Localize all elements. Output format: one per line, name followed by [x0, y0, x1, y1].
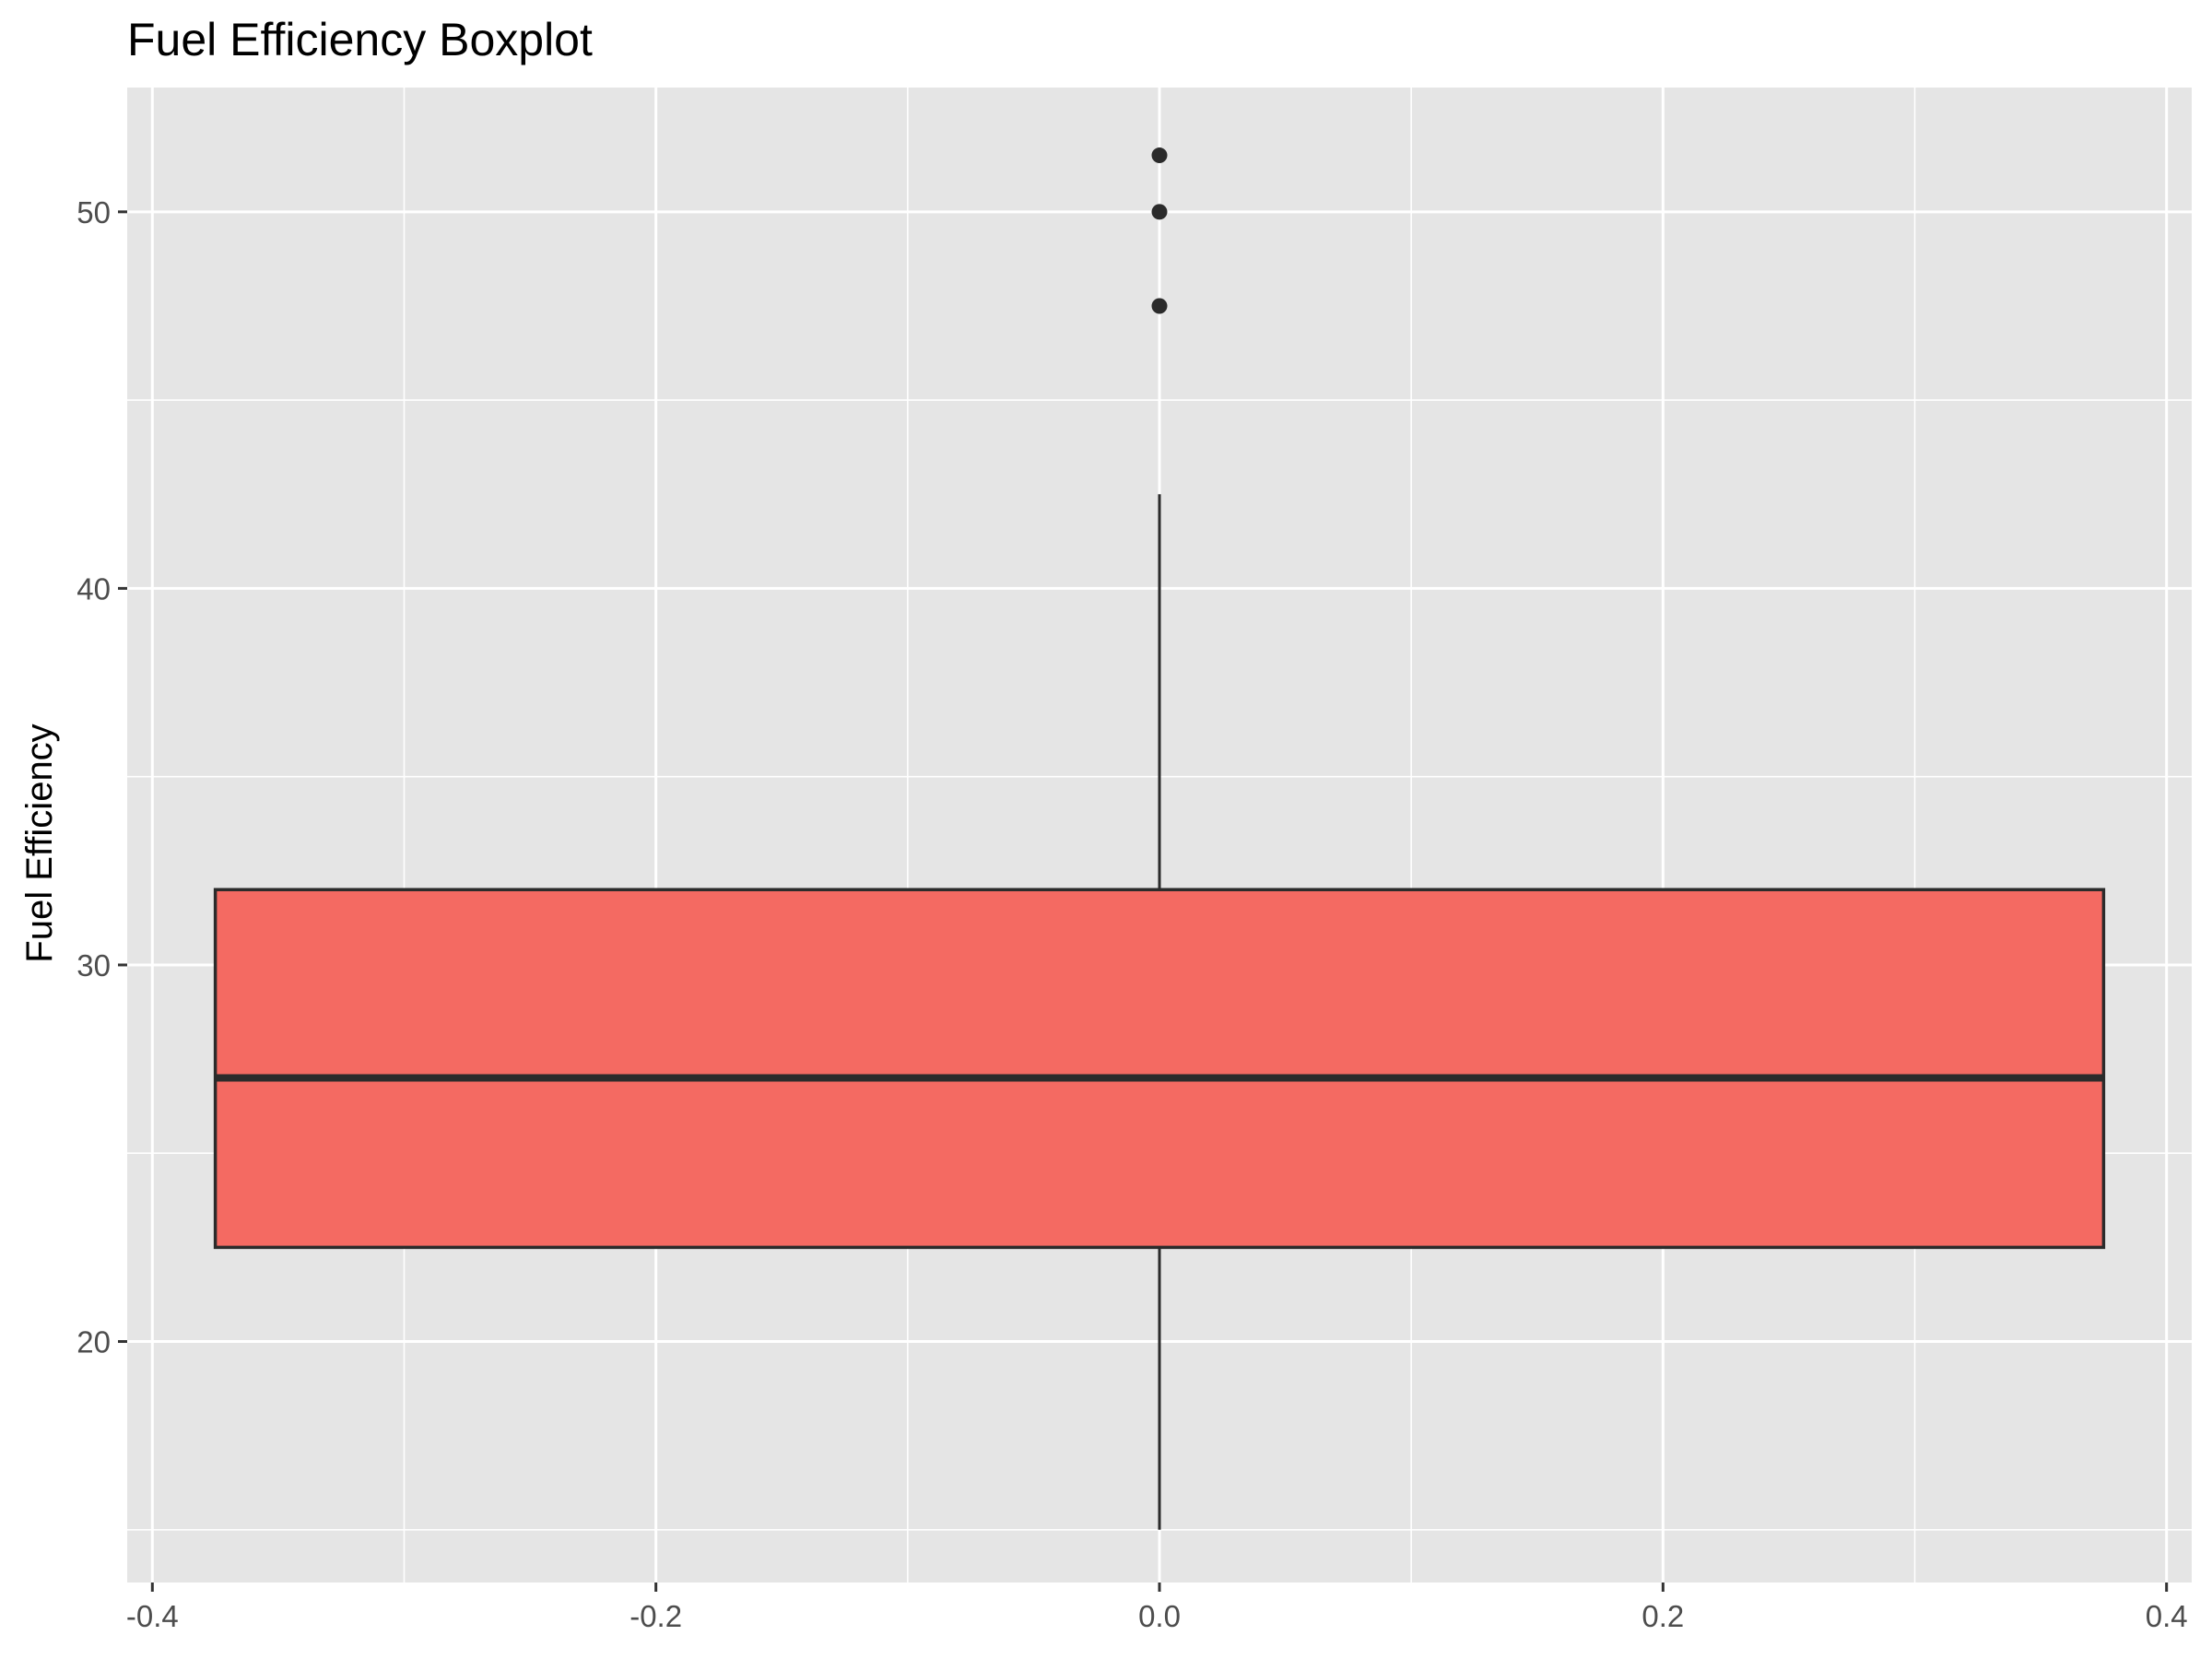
y-axis-label: Fuel Efficiency: [19, 724, 60, 962]
x-tick-label: 0.2: [1641, 1599, 1684, 1633]
y-tick-label: 30: [76, 948, 111, 982]
chart-title: Fuel Efficiency Boxplot: [127, 14, 593, 65]
x-tick-label: -0.4: [126, 1599, 179, 1633]
x-tick-label: -0.2: [629, 1599, 682, 1633]
y-tick-label: 20: [76, 1325, 111, 1359]
plot-area: -0.4 -0.2 0.0 0.2 0.4 20 30 40 50: [76, 88, 2192, 1633]
interquartile-box: [213, 888, 2106, 1250]
outlier-point: [1151, 204, 1168, 220]
y-tick-label: 40: [76, 571, 111, 606]
outlier-point: [1151, 298, 1168, 314]
x-tick-label: 0.0: [1138, 1599, 1181, 1633]
x-tick-label: 0.4: [2146, 1599, 2188, 1633]
y-tick-label: 50: [76, 195, 111, 229]
outlier-point: [1151, 147, 1168, 164]
